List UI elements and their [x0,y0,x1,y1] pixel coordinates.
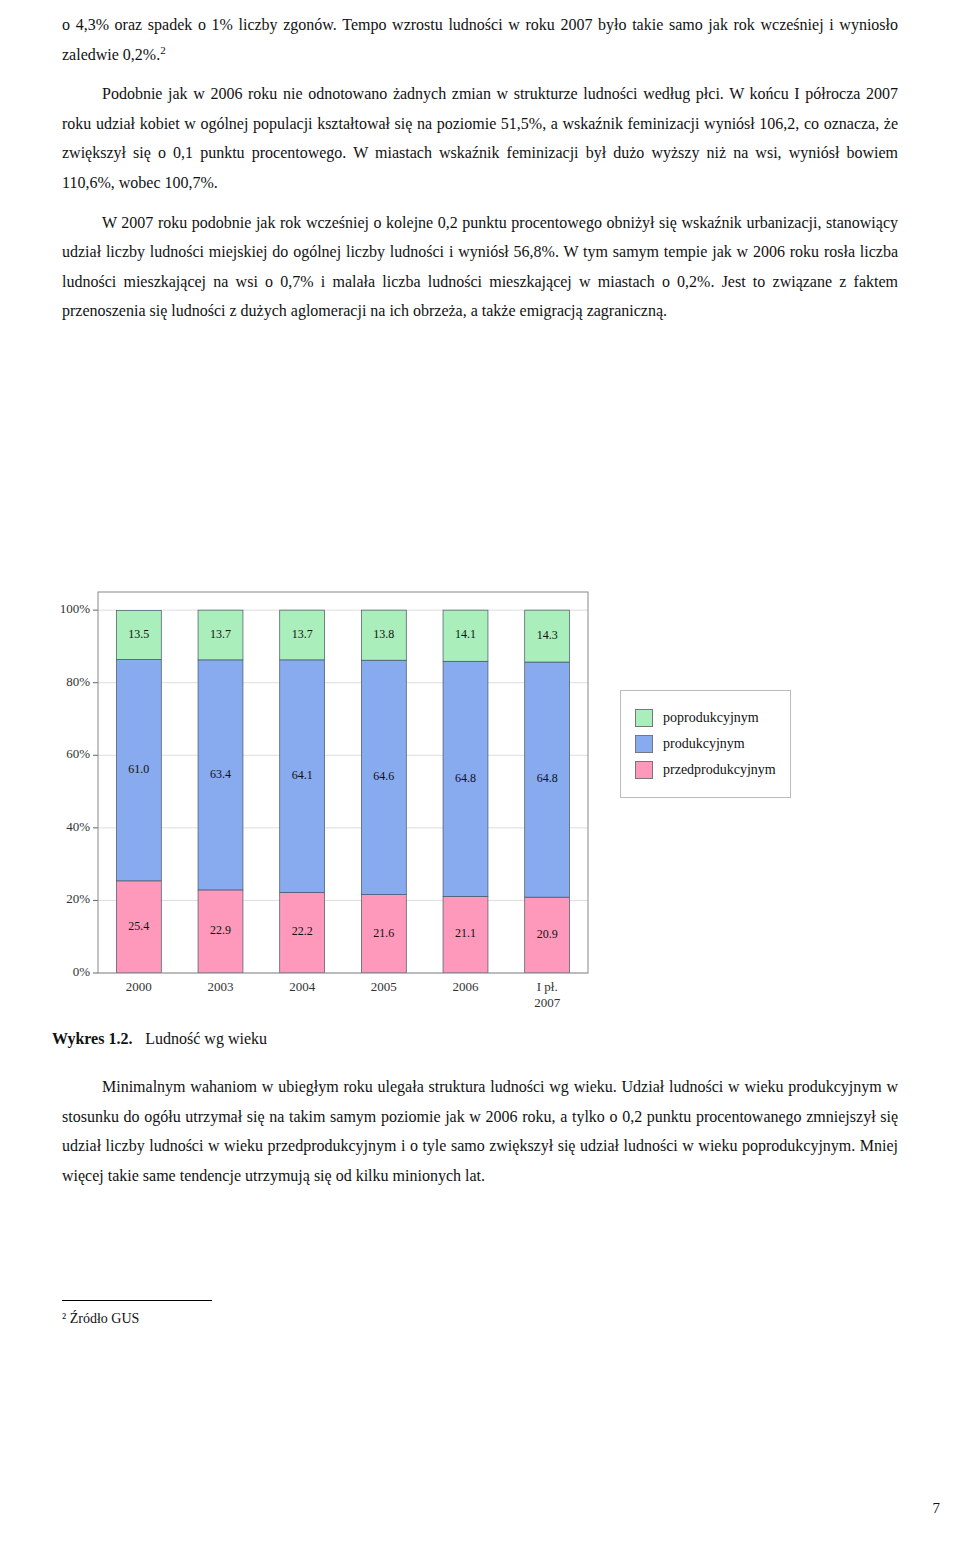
bar-segment [443,896,488,973]
bar-segment [361,660,406,894]
text-above: o 4,3% oraz spadek o 1% liczby zgonów. T… [62,10,898,336]
x-tick-label: 2000 [126,979,152,994]
data-label: 14.3 [537,628,558,642]
y-tick [93,973,98,974]
bar-segment [280,610,325,660]
bars [116,610,569,973]
data-label: 22.2 [292,924,313,938]
data-label: 61.0 [128,762,149,776]
data-label: 64.8 [537,771,558,785]
bar-segment [116,611,161,660]
caption: Wykres 1.2. Ludność wg wieku [52,1030,267,1048]
caption-number: Wykres 1.2. [52,1030,132,1047]
bar-segment [116,659,161,880]
data-label: 64.8 [455,771,476,785]
y-tick [93,682,98,683]
x-tick-label: 2006 [453,979,480,994]
bar-segment [361,895,406,973]
data-label: 14.1 [455,627,476,641]
data-label: 25.4 [128,919,149,933]
y-tick-label: 20% [66,891,90,906]
data-label: 13.5 [128,627,149,641]
data-label: 22.9 [210,923,231,937]
legend-label: produkcyjnym [663,736,745,752]
paragraph: Minimalnym wahaniom w ubiegłym roku uleg… [62,1072,898,1190]
superscript: 2 [160,43,166,55]
paragraph: Podobnie jak w 2006 roku nie odnotowano … [62,79,898,197]
y-tick-label: 40% [66,819,90,834]
legend-swatch [635,709,653,727]
bar-segment [280,892,325,973]
bar-segment [198,890,243,973]
data-label: 63.4 [210,767,231,781]
page-number: 7 [933,1500,941,1517]
data-label: 13.7 [292,627,313,641]
y-tick-label: 0% [73,964,91,979]
paragraph-text: Podobnie jak w 2006 roku nie odnotowano … [62,85,898,191]
bar-segment [525,662,570,897]
bar-segment [443,661,488,896]
bar-segment [525,610,570,662]
data-label: 64.1 [292,768,313,782]
legend-swatch [635,735,653,753]
y-tick [93,827,98,828]
data-label: 21.1 [455,926,476,940]
footnote-area: ² Źródło GUS [62,1300,212,1327]
bar-segment [280,660,325,893]
grid-line [98,827,588,828]
x-tick-label: 2003 [208,979,234,994]
data-label: 13.7 [210,627,231,641]
y-tick-label: 100% [60,601,91,616]
bar-segment [116,881,161,973]
grid-line [98,755,588,756]
grid-line [98,682,588,683]
data-label: 21.6 [373,926,394,940]
legend: poprodukcyjnym produkcyjnym przedprodukcyj… [620,690,791,798]
bar-segment [443,610,488,661]
footnote-rule [62,1300,212,1301]
y-tick [93,610,98,611]
x-tick-label: I pł.2007 [534,979,561,1010]
paragraph-text: W 2007 roku podobnie jak rok wcześniej o… [62,214,898,320]
plot-frame [98,592,588,973]
y-tick-label: 80% [66,674,90,689]
legend-swatch [635,761,653,779]
data-label: 20.9 [537,927,558,941]
legend-item: poprodukcyjnym [635,709,776,727]
legend-item: produkcyjnym [635,735,776,753]
text-below: Minimalnym wahaniom w ubiegłym roku uleg… [62,1072,898,1200]
plot-background [98,592,588,973]
x-tick-label: 2005 [371,979,397,994]
legend-label: przedprodukcyjnym [663,762,776,778]
bar-segment [198,610,243,660]
data-label: 64.6 [373,769,394,783]
paragraph: W 2007 roku podobnie jak rok wcześniej o… [62,208,898,326]
y-tick [93,900,98,901]
bar-segment [525,897,570,973]
grid-line [98,610,588,611]
legend-label: poprodukcyjnym [663,710,759,726]
bar-segment [361,610,406,660]
data-label: 13.8 [373,627,394,641]
legend-item: przedprodukcyjnym [635,761,776,779]
footnote: ² Źródło GUS [62,1311,212,1327]
chart: 0% 20% 40% 60% 80% 100% 25.4 22.9 22.2 21.6 21.1 20… [40,580,600,1025]
chart-title: Ludność wg wieku [145,1030,267,1047]
x-tick-label: 2004 [289,979,316,994]
grid-line [98,900,588,901]
paragraph: o 4,3% oraz spadek o 1% liczby zgonów. T… [62,10,898,69]
y-tick [93,755,98,756]
paragraph-text: o 4,3% oraz spadek o 1% liczby zgonów. T… [62,16,898,63]
y-tick-label: 60% [66,746,90,761]
bar-segment [198,660,243,890]
